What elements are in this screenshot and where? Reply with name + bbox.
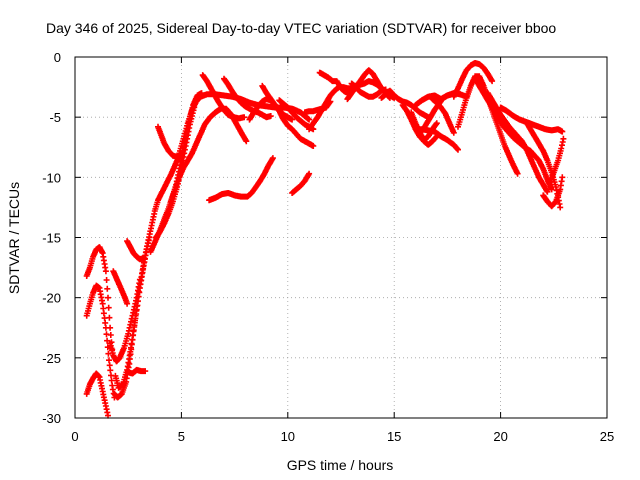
data-point-markers (199, 72, 248, 122)
data-point-markers (259, 82, 317, 149)
data-point-markers (83, 370, 111, 419)
x-tick-label: 20 (493, 429, 507, 444)
series-track-18 (259, 82, 317, 149)
series-track-20 (206, 155, 276, 204)
series-track-04 (110, 268, 131, 307)
series-track-08 (125, 366, 149, 377)
data-point-markers (540, 174, 566, 210)
chart-title: Day 346 of 2025, Sidereal Day-to-day VTE… (46, 20, 556, 36)
series-track-34 (450, 60, 496, 100)
y-tick-label: -20 (42, 291, 61, 306)
x-tick-label: 5 (178, 429, 185, 444)
series-track-09 (124, 238, 148, 263)
data-point-markers (289, 170, 313, 196)
y-tick-label: -5 (49, 110, 61, 125)
x-tick-label: 25 (600, 429, 614, 444)
series-track-32 (429, 96, 457, 136)
data-point-markers (83, 282, 118, 401)
plot-area (83, 60, 567, 419)
series-track-26 (348, 80, 389, 100)
data-point-markers (147, 90, 205, 255)
x-tick-label: 0 (71, 429, 78, 444)
axes: 0 5 10 15 20 25 0 -5 -10 -15 -20 -25 -30 (42, 50, 614, 444)
series-track-37 (484, 90, 551, 195)
data-point-markers (111, 152, 183, 401)
x-tick-label: 10 (281, 429, 295, 444)
series-track-27 (378, 87, 432, 121)
data-point-markers (348, 80, 389, 100)
data-point-markers (124, 238, 148, 263)
y-tick-label: 0 (54, 50, 61, 65)
data-point-markers (546, 135, 567, 187)
x-tick-label: 15 (387, 429, 401, 444)
x-axis-label: GPS time / hours (287, 457, 394, 473)
y-tick-label: -25 (42, 351, 61, 366)
data-point-markers (83, 244, 116, 353)
series-track-03 (83, 370, 111, 419)
data-point-markers (378, 87, 432, 121)
series-track-15 (199, 72, 248, 122)
data-point-markers (110, 268, 131, 307)
y-tick-label: -15 (42, 231, 61, 246)
series-track-01 (83, 244, 116, 353)
y-tick-label: -30 (42, 411, 61, 426)
series-track-21 (289, 170, 313, 196)
data-point-markers (125, 366, 149, 377)
y-tick-label: -10 (42, 170, 61, 185)
series-track-02 (83, 282, 118, 401)
series-track-06 (111, 152, 183, 401)
series-track-10 (147, 90, 205, 255)
series-track-40 (540, 174, 566, 210)
data-point-markers (450, 60, 496, 100)
series-track-07 (112, 234, 153, 391)
y-axis-label: SDTVAR / TECUs (6, 182, 22, 294)
data-point-markers (484, 90, 551, 195)
data-point-markers (429, 96, 457, 136)
series-track-41 (546, 135, 567, 187)
data-point-markers (112, 234, 153, 391)
data-point-markers (206, 155, 276, 204)
